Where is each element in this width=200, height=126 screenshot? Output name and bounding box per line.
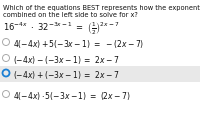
Text: Which of the equations BEST represents how the exponents are: Which of the equations BEST represents h… bbox=[3, 5, 200, 11]
Text: $4(-4x) + 5(-3x - 1)\ =\ -(2x - 7)$: $4(-4x) + 5(-3x - 1)\ =\ -(2x - 7)$ bbox=[13, 38, 144, 50]
Text: $(-4x) + (-3x - 1)\ =\ 2x - 7$: $(-4x) + (-3x - 1)\ =\ 2x - 7$ bbox=[13, 69, 119, 81]
Text: $16^{-4x}\ \cdot\ 32^{-3x-1}\ =\ \left(\frac{1}{2}\right)^{2x-7}$: $16^{-4x}\ \cdot\ 32^{-3x-1}\ =\ \left(\… bbox=[3, 21, 120, 37]
Text: combined on the left side to solve for x?: combined on the left side to solve for x… bbox=[3, 12, 138, 18]
FancyBboxPatch shape bbox=[0, 66, 200, 82]
Text: $4(-4x) \cdot 5(-3x - 1)\ =\ (2x - 7)$: $4(-4x) \cdot 5(-3x - 1)\ =\ (2x - 7)$ bbox=[13, 90, 131, 102]
Text: $(-4x) - (-3x - 1)\ =\ 2x - 7$: $(-4x) - (-3x - 1)\ =\ 2x - 7$ bbox=[13, 54, 119, 66]
